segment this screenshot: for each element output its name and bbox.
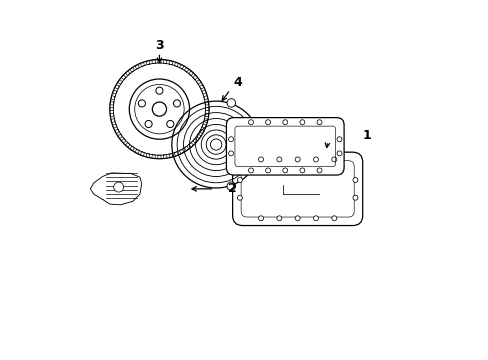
Circle shape: [156, 87, 163, 94]
Polygon shape: [202, 124, 206, 128]
Circle shape: [313, 157, 318, 162]
Circle shape: [228, 151, 233, 156]
Polygon shape: [158, 155, 161, 159]
Circle shape: [352, 195, 357, 200]
Polygon shape: [110, 113, 114, 117]
Polygon shape: [115, 129, 119, 134]
Circle shape: [299, 168, 304, 173]
Text: 3: 3: [155, 39, 163, 52]
Polygon shape: [204, 113, 208, 117]
Circle shape: [295, 157, 300, 162]
Polygon shape: [158, 59, 161, 63]
Polygon shape: [151, 60, 155, 64]
Polygon shape: [115, 85, 119, 89]
Polygon shape: [188, 71, 193, 76]
Polygon shape: [111, 96, 115, 100]
Polygon shape: [192, 75, 197, 80]
Circle shape: [138, 100, 145, 107]
Text: 2: 2: [227, 183, 236, 195]
Polygon shape: [169, 60, 173, 65]
Circle shape: [282, 168, 287, 173]
Polygon shape: [202, 90, 206, 94]
Circle shape: [108, 58, 210, 160]
Text: 1: 1: [362, 129, 370, 142]
Polygon shape: [169, 153, 173, 158]
Circle shape: [316, 168, 321, 173]
Circle shape: [331, 216, 336, 221]
Circle shape: [248, 168, 253, 173]
Circle shape: [336, 151, 341, 156]
Polygon shape: [125, 143, 130, 147]
Polygon shape: [118, 80, 122, 84]
Circle shape: [336, 137, 341, 142]
Polygon shape: [174, 62, 178, 67]
Circle shape: [265, 120, 270, 125]
Polygon shape: [196, 80, 201, 84]
Polygon shape: [135, 149, 139, 154]
Polygon shape: [163, 155, 167, 158]
Polygon shape: [205, 108, 208, 111]
Circle shape: [226, 182, 235, 190]
Polygon shape: [184, 67, 188, 72]
Circle shape: [237, 177, 242, 183]
FancyBboxPatch shape: [226, 118, 344, 175]
Circle shape: [299, 120, 304, 125]
Circle shape: [316, 120, 321, 125]
Polygon shape: [203, 96, 207, 100]
Circle shape: [276, 157, 281, 162]
Circle shape: [248, 120, 253, 125]
Circle shape: [173, 100, 180, 107]
Text: 4: 4: [233, 76, 241, 89]
Circle shape: [170, 99, 262, 191]
Polygon shape: [199, 129, 203, 134]
Circle shape: [166, 121, 173, 127]
Polygon shape: [145, 60, 150, 65]
Polygon shape: [204, 102, 208, 105]
Polygon shape: [130, 67, 134, 72]
Circle shape: [226, 99, 235, 107]
Polygon shape: [179, 64, 183, 69]
Circle shape: [145, 121, 152, 127]
Polygon shape: [188, 143, 193, 147]
Polygon shape: [125, 71, 130, 76]
Polygon shape: [112, 124, 117, 128]
Circle shape: [276, 216, 281, 221]
Polygon shape: [199, 85, 203, 89]
Circle shape: [237, 195, 242, 200]
Polygon shape: [130, 146, 134, 151]
Polygon shape: [140, 62, 144, 67]
FancyBboxPatch shape: [232, 152, 362, 226]
Circle shape: [258, 157, 263, 162]
Polygon shape: [110, 108, 113, 111]
Polygon shape: [203, 119, 207, 123]
Polygon shape: [118, 134, 122, 139]
Polygon shape: [112, 90, 117, 94]
Polygon shape: [145, 153, 150, 158]
Circle shape: [313, 216, 318, 221]
Circle shape: [228, 137, 233, 142]
Circle shape: [295, 216, 300, 221]
Polygon shape: [163, 60, 167, 64]
Polygon shape: [184, 146, 188, 151]
Polygon shape: [90, 173, 142, 205]
Circle shape: [258, 216, 263, 221]
Polygon shape: [135, 64, 139, 69]
Polygon shape: [174, 152, 178, 156]
Polygon shape: [111, 119, 115, 123]
Polygon shape: [196, 134, 201, 139]
Circle shape: [282, 120, 287, 125]
Polygon shape: [192, 139, 197, 143]
Circle shape: [152, 102, 166, 116]
Polygon shape: [140, 152, 144, 156]
Polygon shape: [121, 75, 126, 80]
Circle shape: [265, 168, 270, 173]
Polygon shape: [121, 139, 126, 143]
Polygon shape: [179, 149, 183, 154]
Circle shape: [331, 157, 336, 162]
Polygon shape: [110, 102, 114, 105]
Circle shape: [352, 177, 357, 183]
Polygon shape: [151, 155, 155, 158]
Circle shape: [129, 79, 189, 139]
Circle shape: [114, 182, 123, 192]
